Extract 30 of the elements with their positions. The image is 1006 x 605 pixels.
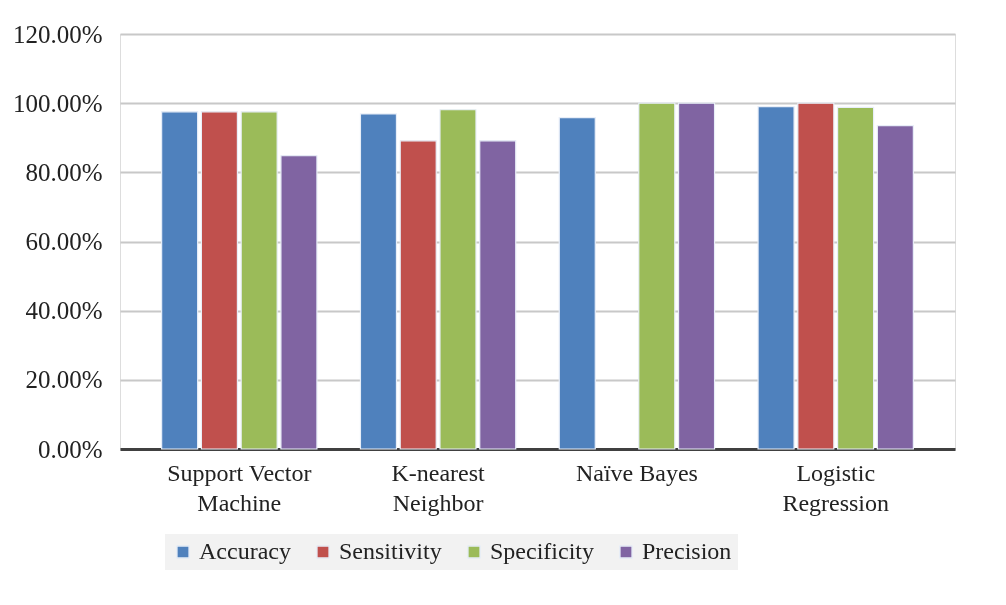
x-tick-label: Logistic Regression [782, 459, 890, 516]
bar [200, 111, 238, 450]
x-tick-label: Naïve Bayes [575, 459, 698, 486]
legend-label: Precision [642, 538, 732, 564]
y-tick-label: 0.00% [37, 435, 103, 463]
bar [439, 109, 477, 450]
y-tick-label: 100.00% [12, 89, 103, 117]
bar [797, 102, 835, 450]
bar [240, 111, 278, 450]
legend-label: Accuracy [199, 538, 291, 564]
x-tick-label: Support Vector Machine [167, 459, 312, 516]
bar [359, 113, 398, 450]
y-tick-label: 60.00% [25, 228, 103, 255]
legend-label: Sensitivity [339, 538, 442, 564]
bar [876, 125, 914, 450]
bar [638, 102, 676, 450]
bar [677, 102, 716, 450]
bar [479, 140, 517, 450]
x-tick-label: K-nearest Neighbor [391, 459, 486, 516]
bar [161, 111, 199, 450]
y-tick-label: 80.00% [25, 158, 103, 186]
bar [399, 140, 437, 450]
legend-label: Specificity [490, 538, 594, 564]
y-tick-label: 40.00% [25, 297, 103, 325]
y-tick-label: 20.00% [25, 366, 103, 394]
bar [280, 155, 318, 450]
bar [558, 117, 596, 450]
y-tick-label: 120.00% [12, 20, 103, 48]
bar [757, 106, 795, 450]
bar [837, 106, 875, 450]
